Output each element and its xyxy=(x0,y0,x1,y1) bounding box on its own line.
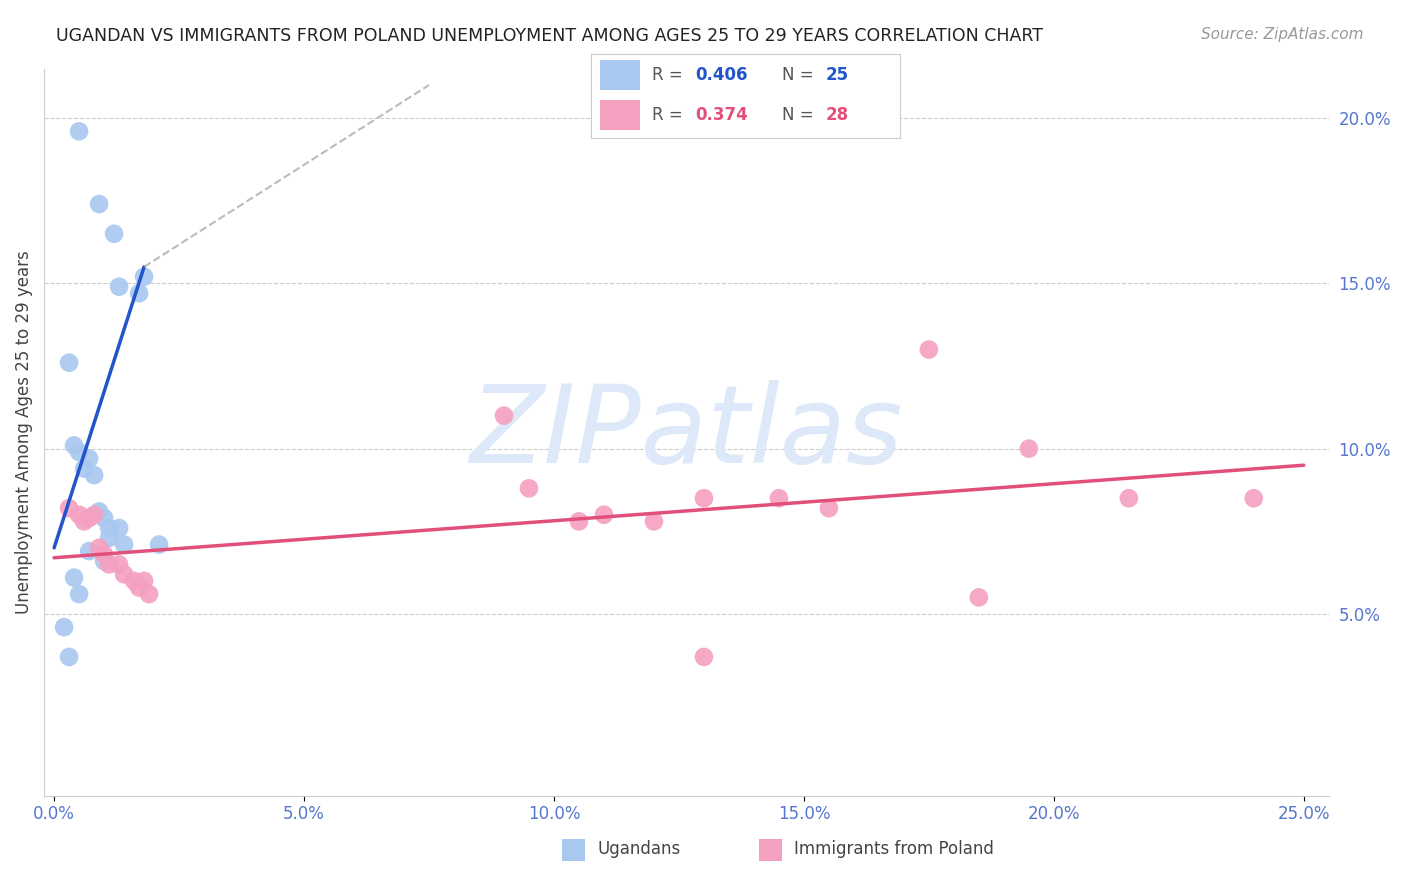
Point xyxy=(492,409,515,423)
Point xyxy=(768,491,790,506)
Point xyxy=(967,591,990,605)
Point xyxy=(568,515,591,529)
Point xyxy=(67,445,90,459)
FancyBboxPatch shape xyxy=(600,100,640,130)
Text: Immigrants from Poland: Immigrants from Poland xyxy=(794,840,994,858)
Point xyxy=(77,451,100,466)
Text: 25: 25 xyxy=(825,66,849,84)
Text: N =: N = xyxy=(782,66,820,84)
Point xyxy=(148,537,170,551)
Text: R =: R = xyxy=(652,66,689,84)
Text: Ugandans: Ugandans xyxy=(598,840,681,858)
Point xyxy=(77,544,100,558)
Point xyxy=(517,481,540,495)
Point xyxy=(63,571,86,585)
Point xyxy=(132,269,155,284)
Point xyxy=(132,574,155,588)
Point xyxy=(93,548,115,562)
Point xyxy=(83,508,105,522)
Point xyxy=(58,356,80,370)
Point xyxy=(53,620,76,634)
Point xyxy=(643,515,665,529)
Point xyxy=(93,554,115,568)
Point xyxy=(73,461,96,475)
Point xyxy=(693,649,716,664)
Text: 28: 28 xyxy=(825,106,849,124)
Point xyxy=(1243,491,1265,506)
Point xyxy=(128,286,150,301)
FancyBboxPatch shape xyxy=(600,61,640,90)
Text: R =: R = xyxy=(652,106,689,124)
Point xyxy=(93,511,115,525)
Point xyxy=(103,227,125,241)
Point xyxy=(112,567,135,582)
Point xyxy=(98,558,121,572)
Text: N =: N = xyxy=(782,106,820,124)
Point xyxy=(77,511,100,525)
Point xyxy=(1018,442,1040,456)
Point xyxy=(112,537,135,551)
Point xyxy=(108,279,131,293)
Point xyxy=(87,197,110,211)
Point xyxy=(918,343,941,357)
Point xyxy=(67,124,90,138)
Point xyxy=(67,587,90,601)
Point xyxy=(818,501,841,516)
Point xyxy=(1118,491,1140,506)
Point xyxy=(73,515,96,529)
Point xyxy=(87,541,110,555)
Text: 0.374: 0.374 xyxy=(696,106,748,124)
Point xyxy=(58,649,80,664)
Point xyxy=(67,508,90,522)
Point xyxy=(98,521,121,535)
Point xyxy=(128,581,150,595)
Text: UGANDAN VS IMMIGRANTS FROM POLAND UNEMPLOYMENT AMONG AGES 25 TO 29 YEARS CORRELA: UGANDAN VS IMMIGRANTS FROM POLAND UNEMPL… xyxy=(56,27,1043,45)
Text: 0.406: 0.406 xyxy=(696,66,748,84)
Text: ZIPatlas: ZIPatlas xyxy=(470,380,903,484)
Point xyxy=(87,504,110,518)
Y-axis label: Unemployment Among Ages 25 to 29 years: Unemployment Among Ages 25 to 29 years xyxy=(15,251,32,614)
Point xyxy=(58,501,80,516)
Point xyxy=(108,558,131,572)
Point xyxy=(138,587,160,601)
Point xyxy=(108,521,131,535)
Text: Source: ZipAtlas.com: Source: ZipAtlas.com xyxy=(1201,27,1364,42)
Point xyxy=(83,468,105,483)
Point xyxy=(63,438,86,452)
Point xyxy=(593,508,616,522)
Point xyxy=(693,491,716,506)
Point xyxy=(98,531,121,545)
Point xyxy=(122,574,145,588)
